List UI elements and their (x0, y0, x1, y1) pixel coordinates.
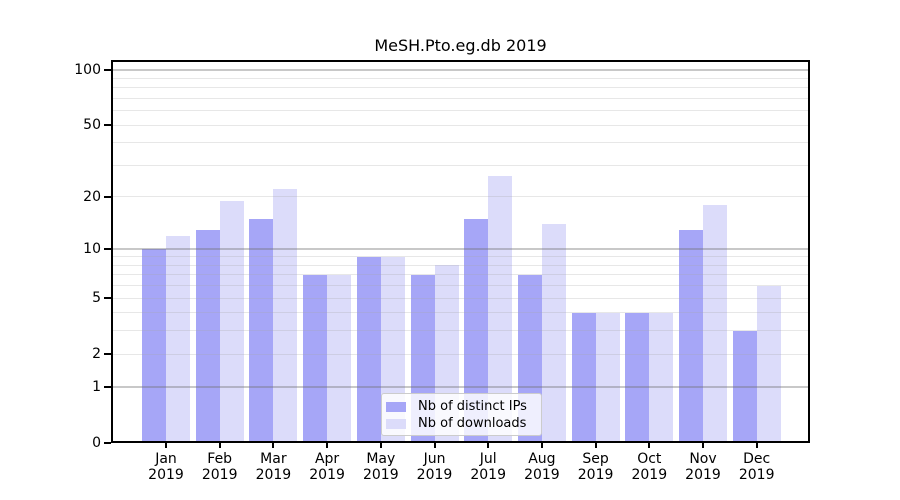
legend-row-distinct-ips: Nb of distinct IPs (386, 399, 535, 414)
x-tick-sep (594, 443, 597, 448)
x-tick-label-apr: Apr 2019 (309, 451, 345, 483)
y-tick-10 (104, 248, 111, 251)
y-tick-label-10: 10 (83, 241, 101, 258)
x-tick-feb (218, 443, 221, 448)
bar-downloads-oct (649, 312, 674, 443)
bar-distinct-ips-oct (625, 312, 650, 443)
y-tick-50 (104, 124, 111, 127)
y-tick-20 (104, 195, 111, 198)
x-tick-label-sep: Sep 2019 (577, 451, 614, 483)
bar-downloads-aug (541, 224, 566, 443)
y-tick-5 (104, 297, 111, 300)
y-tick-label-2: 2 (92, 346, 101, 363)
plot-area (111, 60, 810, 443)
bar-distinct-ips-jan (142, 249, 166, 443)
x-tick-label-may: May 2019 (362, 451, 399, 483)
legend-label-downloads: Nb of downloads (418, 416, 527, 431)
y-tick-label-50: 50 (83, 117, 101, 134)
x-tick-label-jan: Jan 2019 (148, 451, 184, 483)
x-tick-mar (272, 443, 275, 448)
y-tick-0 (104, 442, 111, 444)
x-tick-label-feb: Feb 2019 (201, 451, 238, 483)
x-tick-jul (487, 443, 490, 448)
bars-layer (111, 60, 810, 443)
x-tick-label-jul: Jul 2019 (470, 451, 506, 483)
x-tick-jun (433, 443, 436, 448)
x-tick-oct (648, 443, 651, 448)
y-tick-label-20: 20 (83, 188, 101, 205)
x-tick-aug (540, 443, 543, 448)
chart-title: MeSH.Pto.eg.db 2019 (374, 36, 547, 55)
x-tick-label-dec: Dec 2019 (738, 451, 775, 483)
y-tick-2 (104, 353, 111, 356)
x-tick-apr (326, 443, 329, 448)
legend-row-downloads: Nb of downloads (386, 416, 535, 431)
bar-distinct-ips-dec (732, 330, 757, 443)
y-tick-label-100: 100 (74, 61, 101, 78)
legend-label-distinct-ips: Nb of distinct IPs (418, 399, 527, 414)
bar-downloads-apr (327, 274, 352, 443)
bar-downloads-jan (166, 235, 190, 443)
y-tick-100 (104, 68, 111, 71)
x-tick-label-oct: Oct 2019 (631, 451, 668, 483)
bar-downloads-mar (273, 189, 298, 443)
bar-distinct-ips-mar (249, 218, 274, 443)
y-tick-label-5: 5 (92, 290, 101, 307)
bar-distinct-ips-apr (303, 274, 328, 443)
bar-downloads-nov (703, 204, 727, 443)
legend-swatch-distinct-ips (386, 401, 406, 412)
y-tick-label-0: 0 (92, 435, 101, 451)
bar-distinct-ips-nov (679, 229, 703, 443)
x-tick-dec (755, 443, 758, 448)
bar-downloads-dec (756, 285, 781, 443)
bar-distinct-ips-may (356, 256, 381, 443)
legend-swatch-downloads (386, 418, 406, 429)
bar-distinct-ips-feb (195, 229, 220, 443)
x-tick-label-mar: Mar 2019 (255, 451, 292, 483)
bar-downloads-feb (219, 200, 244, 443)
legend: Nb of distinct IPs Nb of downloads (381, 393, 542, 436)
y-tick-1 (104, 385, 111, 388)
x-tick-label-jun: Jun 2019 (416, 451, 453, 483)
x-tick-label-nov: Nov 2019 (685, 451, 721, 483)
bar-distinct-ips-sep (571, 312, 596, 443)
bar-downloads-sep (595, 312, 620, 443)
y-tick-label-1: 1 (92, 378, 101, 395)
x-tick-jan (165, 443, 167, 448)
x-tick-may (379, 443, 382, 448)
x-tick-label-aug: Aug 2019 (524, 451, 560, 483)
x-tick-nov (702, 443, 704, 448)
